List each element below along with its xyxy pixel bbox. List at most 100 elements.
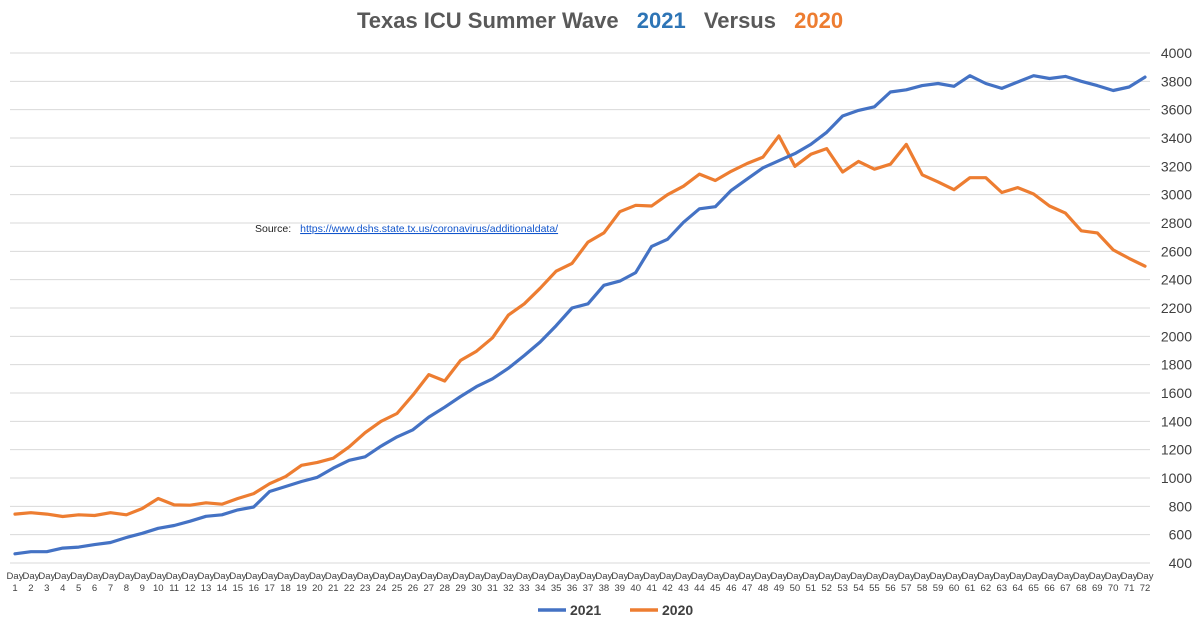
series-group <box>13 74 1147 556</box>
x-tick-prefix: Day <box>611 571 628 582</box>
x-tick-prefix: Day <box>150 571 167 582</box>
x-tick-label: 37 <box>583 583 594 594</box>
x-tick-label: 30 <box>471 583 482 594</box>
x-tick-label: 13 <box>201 583 212 594</box>
y-tick-label: 800 <box>1169 498 1193 514</box>
x-tick-prefix: Day <box>977 571 994 582</box>
y-tick-label: 1600 <box>1161 385 1192 401</box>
legend-label-2020: 2020 <box>662 602 693 618</box>
x-tick-prefix: Day <box>166 571 183 582</box>
x-tick-label: 45 <box>710 583 721 594</box>
x-tick-prefix: Day <box>786 571 803 582</box>
x-tick-label: 19 <box>296 583 307 594</box>
legend: 2021 2020 <box>538 602 693 618</box>
x-tick-label: 28 <box>439 583 450 594</box>
x-tick-label: 3 <box>44 583 49 594</box>
x-tick-label: 12 <box>185 583 196 594</box>
x-tick-label: 21 <box>328 583 339 594</box>
x-tick-label: 68 <box>1076 583 1087 594</box>
series-line-2021 <box>13 74 1147 556</box>
x-tick-prefix: Day <box>516 571 533 582</box>
x-tick-label: 53 <box>837 583 848 594</box>
x-tick-label: 14 <box>217 583 228 594</box>
x-tick-label: 26 <box>408 583 419 594</box>
y-tick-label: 1400 <box>1161 413 1192 429</box>
x-tick-prefix: Day <box>946 571 963 582</box>
x-tick-prefix: Day <box>38 571 55 582</box>
x-tick-label: 72 <box>1140 583 1151 594</box>
y-tick-label: 1200 <box>1161 442 1192 458</box>
x-tick-label: 36 <box>567 583 578 594</box>
x-tick-label: 46 <box>726 583 737 594</box>
x-tick-prefix: Day <box>675 571 692 582</box>
x-tick-prefix: Day <box>1105 571 1122 582</box>
x-tick-label: 16 <box>248 583 259 594</box>
x-tick-prefix: Day <box>564 571 581 582</box>
x-tick-label: 7 <box>108 583 113 594</box>
x-tick-prefix: Day <box>404 571 421 582</box>
x-tick-label: 56 <box>885 583 896 594</box>
x-tick-prefix: Day <box>818 571 835 582</box>
x-tick-prefix: Day <box>659 571 676 582</box>
x-tick-label: 18 <box>280 583 291 594</box>
x-tick-label: 31 <box>487 583 498 594</box>
x-tick-label: 70 <box>1108 583 1119 594</box>
x-tick-label: 9 <box>140 583 145 594</box>
x-tick-label: 42 <box>662 583 673 594</box>
x-tick-prefix: Day <box>802 571 819 582</box>
x-tick-prefix: Day <box>357 571 374 582</box>
x-tick-label: 6 <box>92 583 97 594</box>
y-tick-label: 3600 <box>1161 102 1192 118</box>
y-tick-label: 2200 <box>1161 300 1192 316</box>
x-tick-label: 23 <box>360 583 371 594</box>
x-tick-label: 4 <box>60 583 65 594</box>
x-tick-prefix: Day <box>627 571 644 582</box>
y-tick-label: 400 <box>1169 555 1193 571</box>
x-tick-label: 49 <box>774 583 785 594</box>
x-axis-ticks: Day1Day2Day3Day4Day5Day6Day7Day8Day9Day1… <box>7 571 1154 594</box>
x-tick-prefix: Day <box>1025 571 1042 582</box>
y-axis-ticks: 400 600 800 1000 1200 1400 1600 1800 2000 2200 240… <box>1161 45 1192 571</box>
x-tick-prefix: Day <box>866 571 883 582</box>
x-tick-label: 20 <box>312 583 323 594</box>
x-tick-prefix: Day <box>325 571 342 582</box>
x-tick-prefix: Day <box>1137 571 1154 582</box>
y-tick-label: 3800 <box>1161 73 1192 89</box>
x-tick-label: 54 <box>853 583 864 594</box>
x-tick-prefix: Day <box>1121 571 1138 582</box>
x-tick-label: 52 <box>821 583 832 594</box>
x-tick-label: 58 <box>917 583 928 594</box>
x-tick-prefix: Day <box>86 571 103 582</box>
y-tick-label: 3000 <box>1161 187 1192 203</box>
x-tick-label: 33 <box>519 583 530 594</box>
x-tick-label: 5 <box>76 583 81 594</box>
x-tick-prefix: Day <box>930 571 947 582</box>
x-tick-prefix: Day <box>961 571 978 582</box>
x-tick-label: 44 <box>694 583 705 594</box>
x-tick-prefix: Day <box>1089 571 1106 582</box>
x-tick-prefix: Day <box>548 571 565 582</box>
x-tick-prefix: Day <box>70 571 87 582</box>
x-tick-label: 51 <box>805 583 816 594</box>
series-line-2020 <box>13 134 1147 519</box>
x-tick-label: 60 <box>949 583 960 594</box>
y-tick-label: 2400 <box>1161 272 1192 288</box>
x-tick-label: 59 <box>933 583 944 594</box>
x-tick-label: 17 <box>264 583 275 594</box>
x-tick-prefix: Day <box>1041 571 1058 582</box>
x-tick-label: 39 <box>614 583 625 594</box>
title-part-2: 2021 <box>637 8 686 33</box>
x-tick-label: 63 <box>996 583 1007 594</box>
x-tick-label: 67 <box>1060 583 1071 594</box>
x-tick-prefix: Day <box>755 571 772 582</box>
x-tick-prefix: Day <box>1057 571 1074 582</box>
source-label: Source: <box>255 223 291 235</box>
x-tick-prefix: Day <box>580 571 597 582</box>
y-tick-label: 1000 <box>1161 470 1192 486</box>
x-tick-label: 69 <box>1092 583 1103 594</box>
source-link[interactable]: https://www.dshs.state.tx.us/coronavirus… <box>300 223 558 235</box>
x-tick-label: 8 <box>124 583 129 594</box>
x-tick-prefix: Day <box>213 571 230 582</box>
y-tick-label: 2600 <box>1161 243 1192 259</box>
title-part-1: Texas ICU Summer Wave <box>357 8 619 33</box>
